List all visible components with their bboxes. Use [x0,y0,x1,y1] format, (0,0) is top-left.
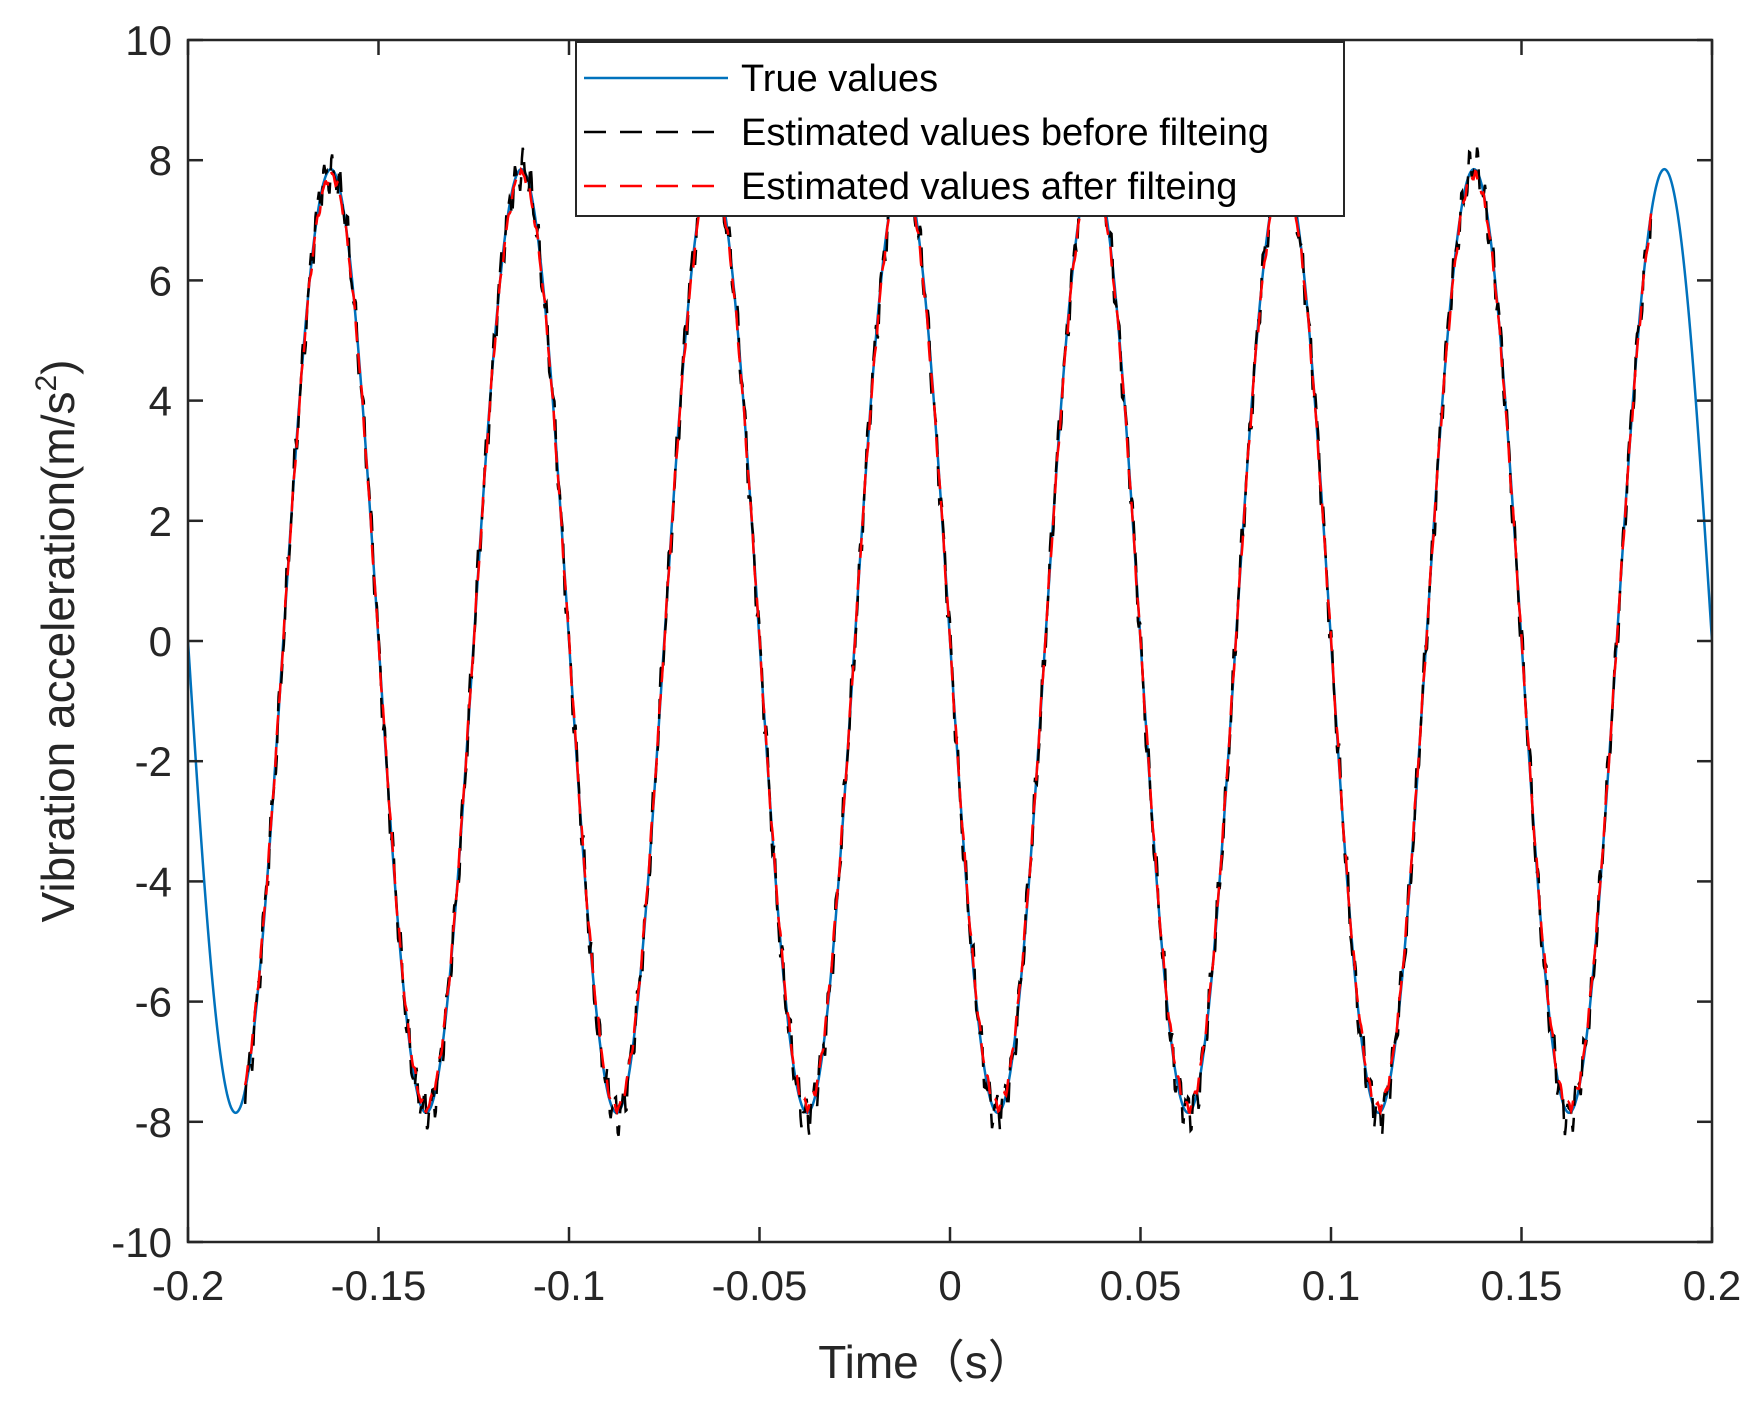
legend-label-estimated-before: Estimated values before filteing [741,112,1269,154]
x-axis-label: Time（s） [818,1336,1034,1388]
y-tick-label: -4 [135,858,172,905]
y-axis-label-close: ) [32,360,84,375]
y-axis-label: Vibration acceleration(m/s2) [30,360,84,923]
legend-label-estimated-after: Estimated values after filteing [741,166,1237,208]
y-tick-label: 6 [149,257,172,304]
x-tick-label: 0.1 [1302,1262,1360,1309]
series-line-2 [243,165,1653,1116]
y-tick-label: 0 [149,618,172,665]
x-tick-label: -0.05 [712,1262,808,1309]
y-tick-label: 4 [149,378,172,425]
legend: True values Estimated values before filt… [575,41,1345,217]
y-tick-label: 2 [149,498,172,545]
x-tick-label: -0.15 [331,1262,427,1309]
y-tick-label: 8 [149,137,172,184]
legend-label-true-values: True values [741,58,938,100]
y-tick-label: -8 [135,1099,172,1146]
x-tick-label: -0.2 [152,1262,224,1309]
x-tick-label: -0.1 [533,1262,605,1309]
x-tick-label: 0.15 [1481,1262,1563,1309]
y-tick-label: -10 [111,1219,172,1266]
x-tick-label: 0 [938,1262,961,1309]
y-tick-label: 10 [125,17,172,64]
y-axis-label-superscript: 2 [30,375,63,392]
y-tick-label: -6 [135,979,172,1026]
y-tick-label: -2 [135,738,172,785]
x-tick-label: 0.05 [1100,1262,1182,1309]
y-axis-label-main: Vibration acceleration(m/s [32,392,84,923]
x-tick-label: 0.2 [1683,1262,1741,1309]
